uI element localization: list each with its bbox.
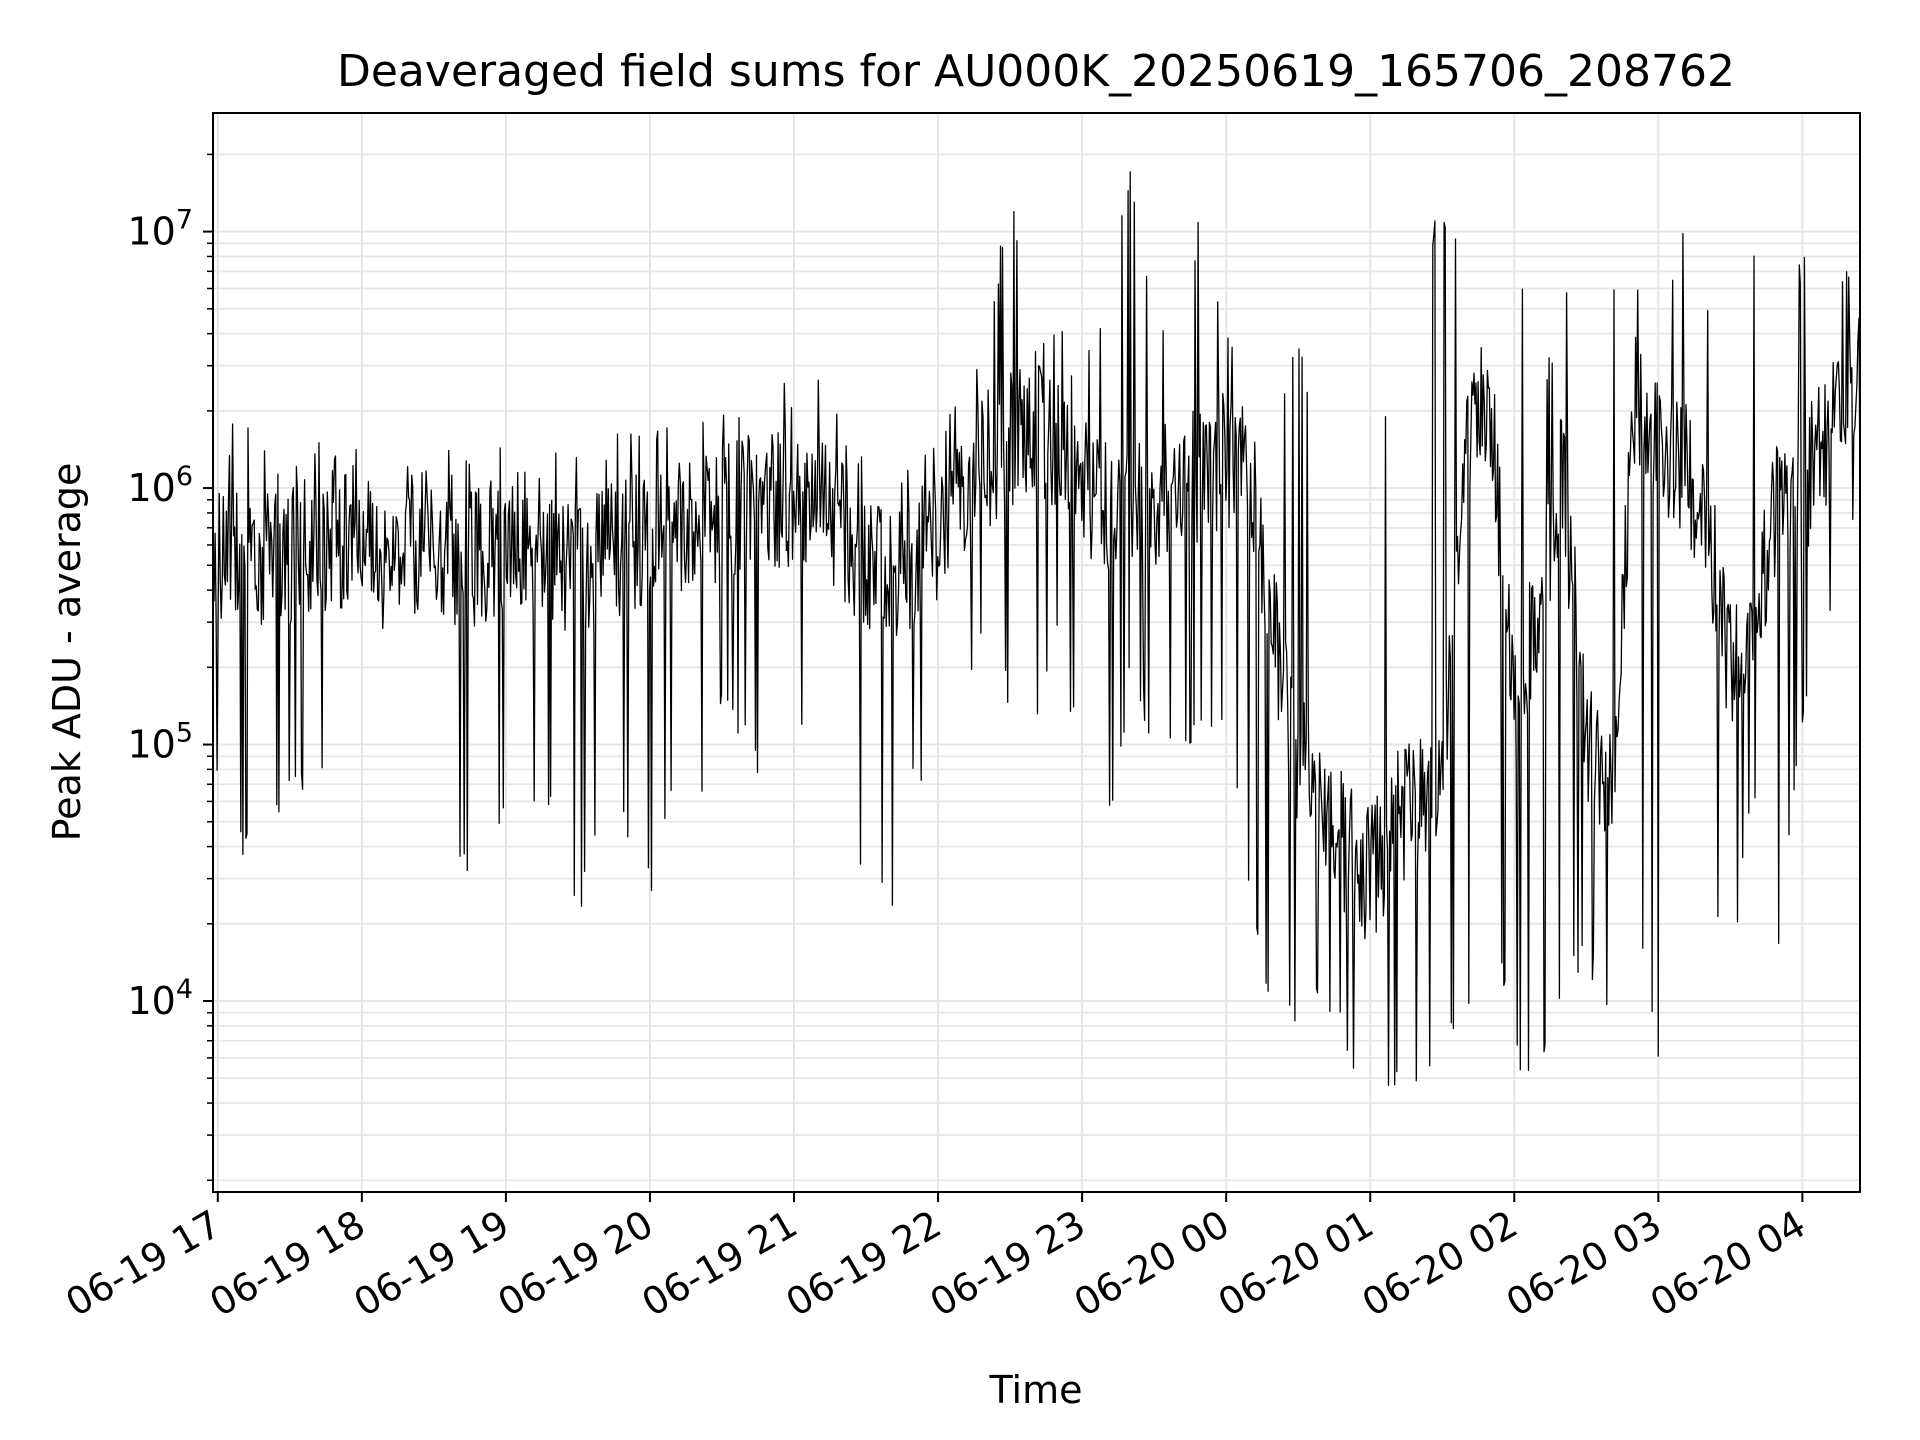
y-tick-label: 105 (127, 718, 193, 767)
y-axis-ticks: 104 105 106 107 (127, 153, 213, 1182)
data-series (212, 171, 1861, 1086)
chart-title: Deaveraged field sums for AU000K_2025061… (337, 46, 1735, 97)
y-tick-label: 104 (127, 974, 193, 1023)
x-axis-label: Time (989, 1368, 1083, 1412)
y-tick-label: 107 (127, 205, 193, 254)
plot-frame (212, 112, 1861, 1193)
gridlines (213, 113, 1860, 1192)
y-axis-label: Peak ADU - average (45, 463, 89, 842)
series-line (212, 171, 1861, 1086)
y-tick-label: 106 (127, 461, 193, 510)
